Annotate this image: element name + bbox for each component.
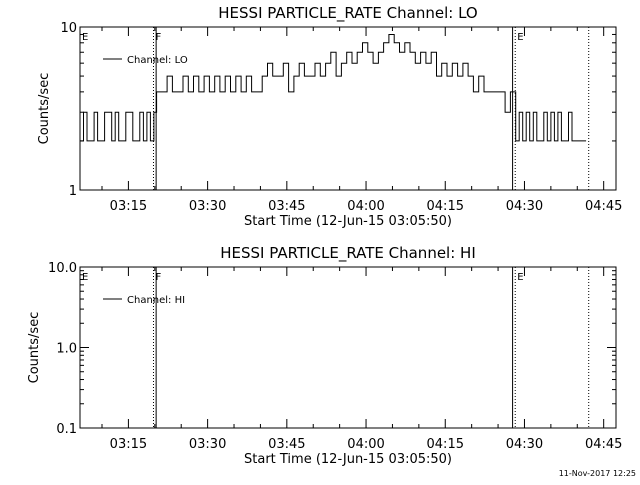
- chart-title: HESSI PARTICLE_RATE Channel: LO: [218, 4, 477, 23]
- marker-label: F: [155, 32, 161, 43]
- x-axis-label: Start Time (12-Jun-15 03:05:50): [244, 452, 452, 467]
- x-tick-label: 03:45: [268, 199, 305, 214]
- legend-label: Channel: LO: [127, 55, 188, 66]
- plot-frame: [79, 26, 617, 191]
- y-tick-label: 1: [69, 184, 77, 199]
- series-line: [80, 34, 587, 142]
- x-tick-label: 04:45: [585, 437, 622, 452]
- y-axis-label: Counts/sec: [37, 73, 52, 145]
- marker-label: E: [517, 272, 523, 283]
- footer-timestamp: 11-Nov-2017 12:25: [559, 469, 636, 478]
- marker-label: E: [517, 32, 523, 43]
- x-tick-label: 03:15: [110, 437, 147, 452]
- chart-title: HESSI PARTICLE_RATE Channel: HI: [220, 244, 476, 263]
- y-tick-label: 10.0: [48, 261, 77, 276]
- x-tick-label: 04:45: [585, 199, 622, 214]
- legend-label: Channel: HI: [127, 295, 185, 306]
- y-tick-label: 0.1: [56, 422, 77, 437]
- x-axis-label: Start Time (12-Jun-15 03:05:50): [244, 214, 452, 229]
- marker-label: E: [82, 272, 88, 283]
- x-tick-label: 04:00: [347, 199, 384, 214]
- marker-label: F: [155, 272, 161, 283]
- x-tick-label: 03:30: [189, 437, 226, 452]
- x-tick-label: 04:30: [506, 199, 543, 214]
- plot-frame: [79, 266, 617, 429]
- x-tick-label: 04:30: [506, 437, 543, 452]
- x-tick-label: 04:15: [427, 199, 464, 214]
- marker-label: E: [82, 32, 88, 43]
- x-tick-label: 04:00: [347, 437, 384, 452]
- x-tick-label: 03:45: [268, 437, 305, 452]
- y-tick-label: 10: [60, 21, 77, 36]
- y-axis-label: Counts/sec: [27, 312, 42, 384]
- y-tick-label: 1.0: [56, 342, 77, 357]
- x-tick-label: 03:15: [110, 199, 147, 214]
- x-tick-label: 03:30: [189, 199, 226, 214]
- x-tick-label: 04:15: [427, 437, 464, 452]
